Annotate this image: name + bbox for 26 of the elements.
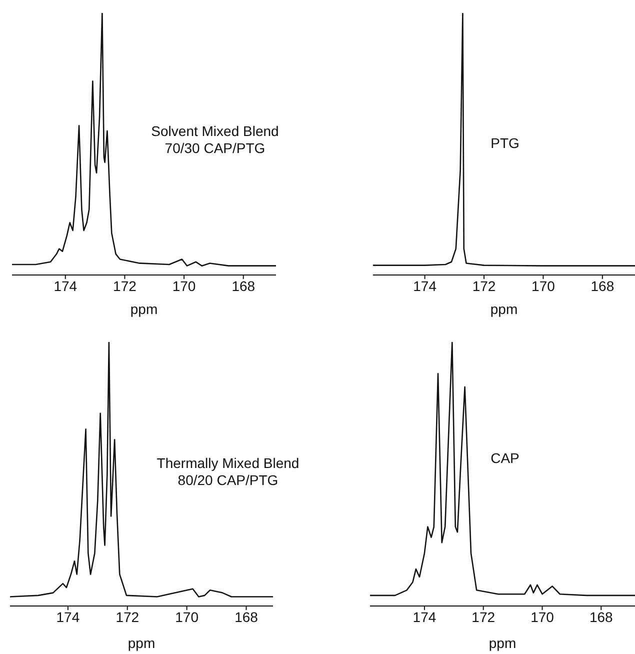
annotation: Solvent Mixed Blend xyxy=(150,123,280,140)
x-tick-label: 170 xyxy=(530,608,554,625)
x-tick-label: 174 xyxy=(54,278,78,294)
x-tick-label: 168 xyxy=(232,278,256,294)
x-axis-title: ppm xyxy=(130,301,158,317)
x-tick-label: 174 xyxy=(412,608,436,625)
x-tick-label: 170 xyxy=(172,278,196,294)
x-tick-label: 172 xyxy=(472,608,496,625)
x-axis-title: ppm xyxy=(490,301,518,317)
x-axis-title: ppm xyxy=(128,635,156,651)
x-tick-label: 170 xyxy=(175,608,199,625)
annotation: PTG xyxy=(490,135,520,152)
x-axis-title: ppm xyxy=(488,635,516,651)
x-tick-label: 168 xyxy=(589,608,614,625)
x-tick-label: 170 xyxy=(532,278,556,294)
x-tick-label: 168 xyxy=(590,278,614,294)
x-tick-label: 172 xyxy=(472,278,496,294)
x-tick-label: 172 xyxy=(113,278,137,294)
annotation: CAP xyxy=(490,450,520,467)
annotation: 70/30 CAP/PTG xyxy=(164,140,266,157)
annotation: 80/20 CAP/PTG xyxy=(176,472,280,489)
x-tick-label: 174 xyxy=(413,278,437,294)
x-tick-label: 168 xyxy=(234,608,258,625)
annotation: Thermally Mixed Blend xyxy=(156,455,300,472)
x-tick-label: 172 xyxy=(116,608,140,625)
x-tick-label: 174 xyxy=(56,608,80,625)
